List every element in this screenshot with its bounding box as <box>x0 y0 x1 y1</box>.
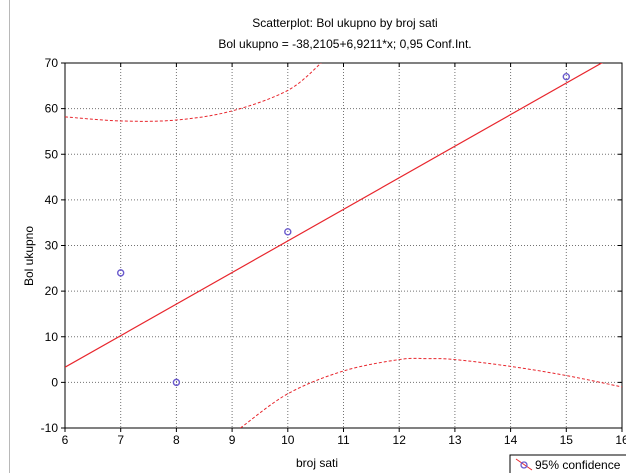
x-tick-label: 12 <box>393 433 407 447</box>
y-tick-label: 10 <box>45 330 59 344</box>
x-tick-label: 11 <box>337 433 350 447</box>
x-tick-label: 7 <box>117 433 124 447</box>
y-tick-label: 40 <box>45 193 59 207</box>
legend-label: 95% confidence <box>535 458 621 472</box>
x-tick-label: 9 <box>229 433 236 447</box>
data-point <box>172 378 181 387</box>
y-tick-label: 50 <box>45 147 59 161</box>
chart-subtitle: Bol ukupno = -38,2105+6,9211*x; 0,95 Con… <box>218 37 471 51</box>
y-tick-label: 70 <box>45 56 59 70</box>
x-axis-title: broj sati <box>296 456 338 470</box>
y-tick-label: 0 <box>51 375 58 389</box>
data-point <box>562 72 570 81</box>
x-tick-label: 6 <box>62 433 69 447</box>
panel-divider <box>9 0 10 473</box>
legend-box <box>509 454 626 473</box>
x-tick-label: 16 <box>615 433 626 447</box>
confidence-band-upper <box>65 63 322 122</box>
y-tick-label: -10 <box>41 421 59 435</box>
x-tick-label: 13 <box>448 433 462 447</box>
confidence-band-lower <box>240 357 622 428</box>
data-point <box>284 228 292 236</box>
plot-area: 6 7 8 9 10 11 12 13 14 15 16 -10 0 10 20 30 40 50 60 70 <box>41 56 626 447</box>
x-tick-label: 8 <box>173 433 180 447</box>
x-tick-label: 10 <box>281 433 295 447</box>
chart-title: Scatterplot: Bol ukupno by broj sati <box>252 16 437 30</box>
x-tick-label: 15 <box>560 433 574 447</box>
y-axis-title: Bol ukupno <box>22 226 36 286</box>
legend: 95% confidence <box>509 454 626 473</box>
x-tick-label: 14 <box>504 433 518 447</box>
y-tick-label: 20 <box>45 284 59 298</box>
y-tick-label: 60 <box>45 102 59 116</box>
regression-line <box>65 63 603 368</box>
legend-line-marker <box>515 458 533 471</box>
plot-content <box>65 63 622 428</box>
legend-point-marker <box>520 461 528 469</box>
data-point <box>116 269 125 277</box>
y-tick-label: 30 <box>45 239 59 253</box>
